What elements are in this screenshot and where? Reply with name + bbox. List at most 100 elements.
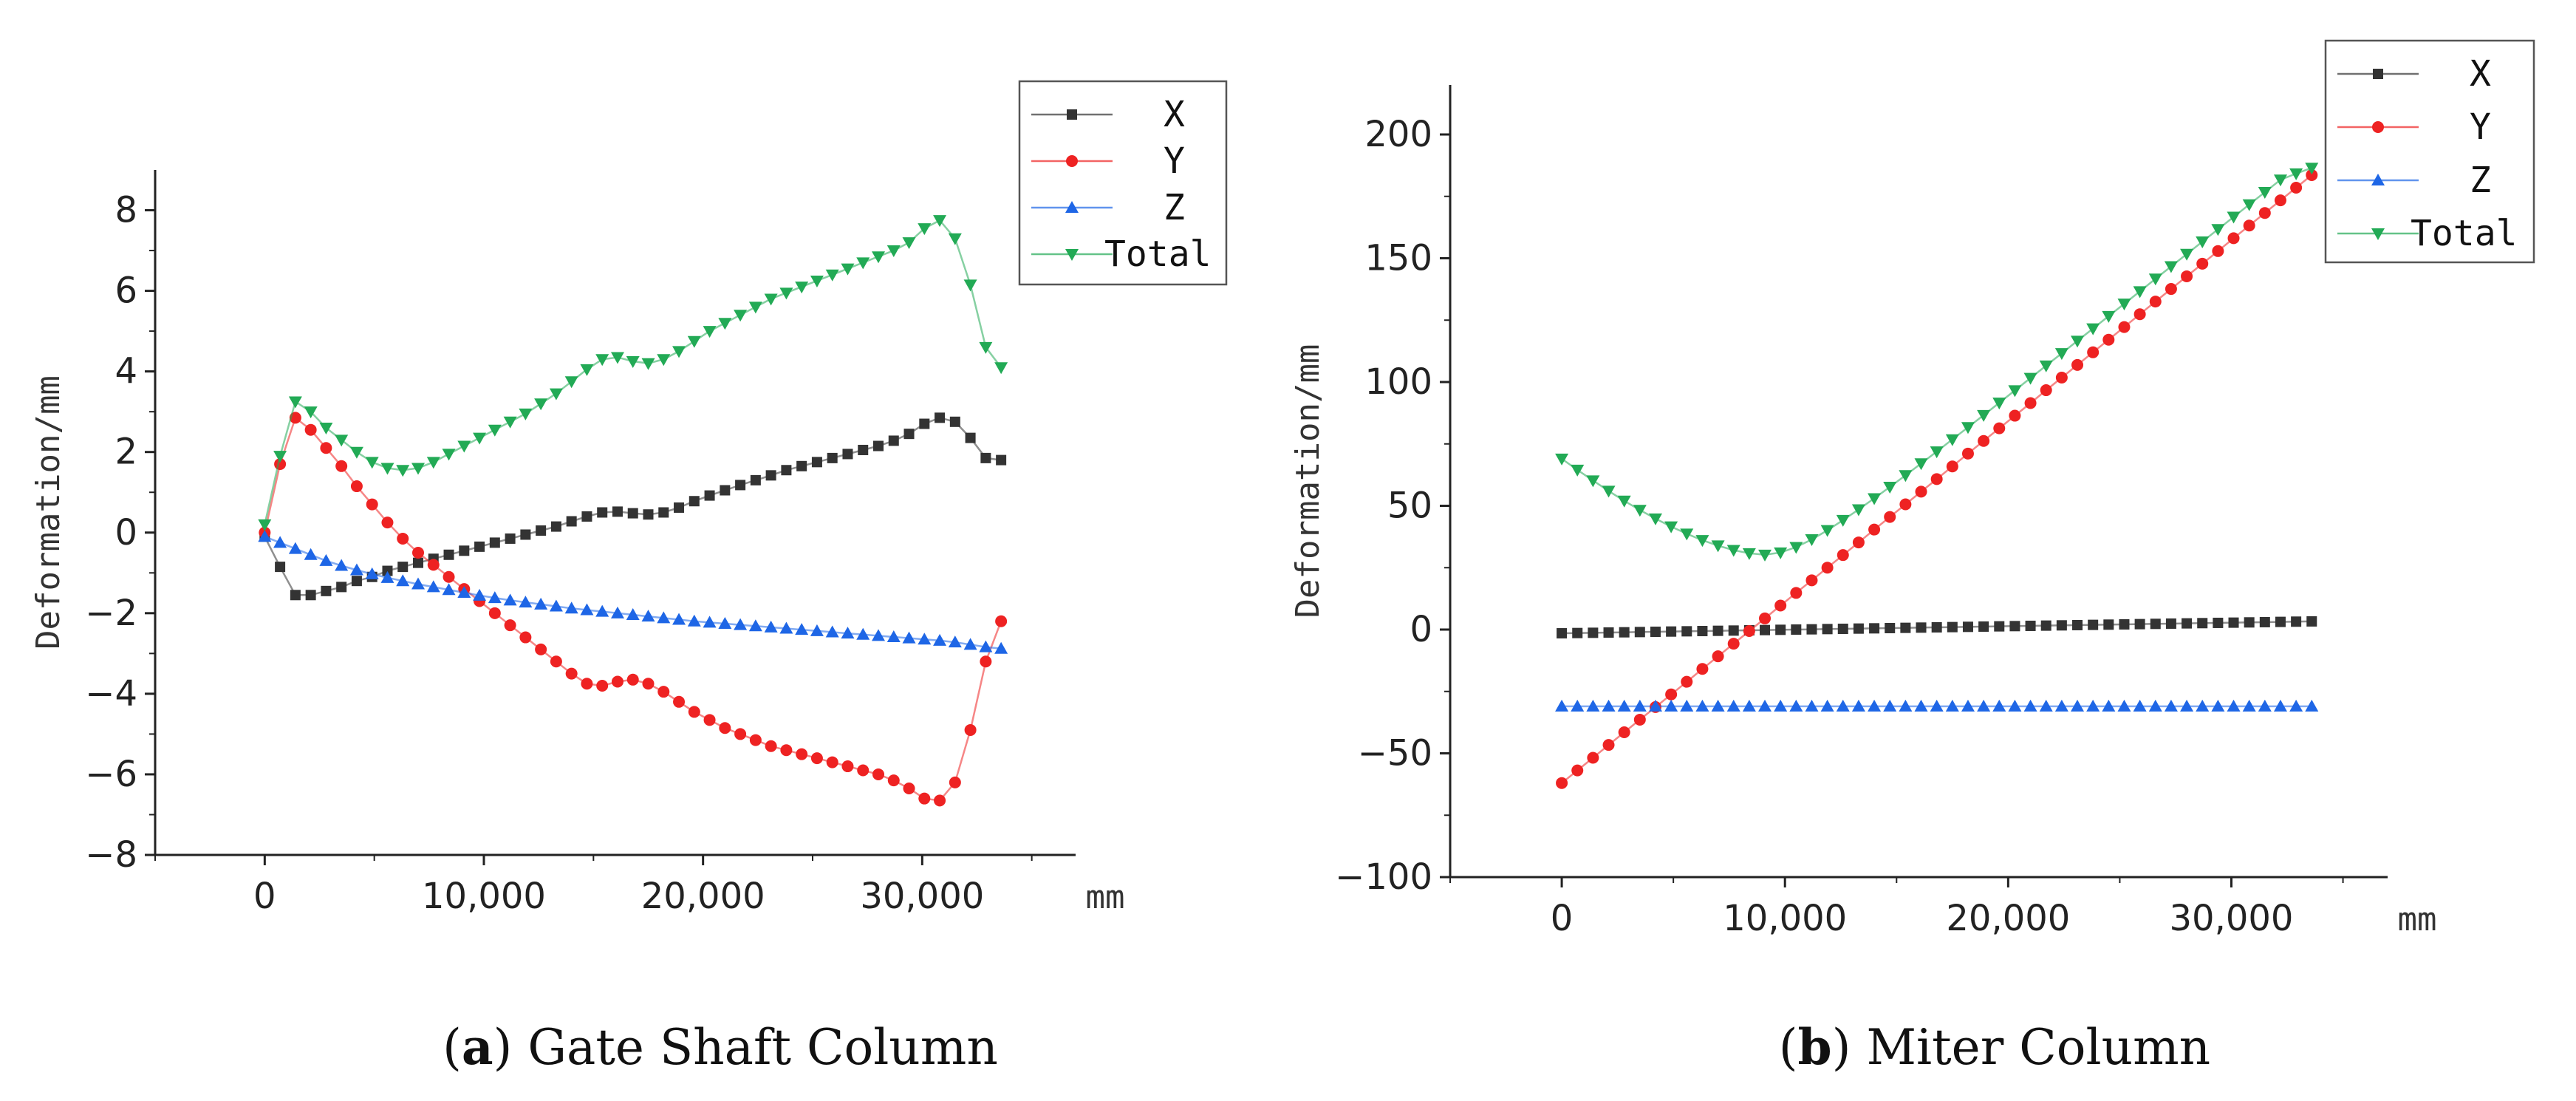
data-point-total: [1758, 549, 1772, 562]
data-point-y: [1899, 498, 1912, 511]
data-point-z: [442, 583, 456, 596]
data-point-total: [979, 341, 993, 354]
data-point-z: [1695, 699, 1709, 712]
data-point-z: [2102, 699, 2116, 712]
legend-marker-y: [2372, 121, 2384, 133]
data-point-z: [979, 640, 993, 652]
data-point-y: [2274, 194, 2286, 207]
data-point-z: [902, 631, 916, 644]
data-point-x: [2134, 618, 2145, 630]
data-point-total: [2305, 163, 2319, 175]
data-point-z: [641, 610, 655, 622]
data-point-x: [2306, 616, 2317, 627]
data-point-total: [595, 354, 609, 367]
data-point-total: [534, 398, 548, 411]
data-point-x: [935, 412, 946, 423]
data-point-y: [995, 615, 1008, 627]
data-point-x: [2165, 618, 2176, 629]
data-point-y: [903, 783, 915, 795]
data-point-y: [980, 655, 992, 668]
data-point-x: [781, 465, 792, 476]
data-point-z: [1571, 699, 1585, 712]
data-point-y: [1712, 650, 1724, 663]
data-point-x: [489, 537, 500, 548]
y-tick-label: 100: [1364, 361, 1432, 403]
data-point-x: [2291, 616, 2302, 627]
y-tick-label: 150: [1364, 238, 1432, 279]
data-point-y: [857, 764, 870, 777]
data-point-total: [2086, 323, 2100, 335]
data-point-total: [764, 293, 778, 306]
data-point-total: [2133, 286, 2147, 299]
data-point-z: [1820, 699, 1834, 712]
data-point-x: [2103, 619, 2114, 630]
legend-label-total: Total: [1104, 234, 1212, 275]
data-point-y: [1805, 574, 1818, 587]
data-point-total: [1648, 513, 1662, 525]
data-point-z: [2148, 699, 2162, 712]
data-point-y: [2290, 182, 2303, 194]
data-point-z: [1586, 699, 1600, 712]
data-point-x: [1775, 624, 1786, 635]
data-point-x: [842, 449, 853, 460]
data-point-z: [2242, 699, 2256, 712]
data-point-y: [1978, 434, 1990, 447]
data-point-y: [581, 678, 593, 690]
data-point-x: [765, 470, 776, 481]
y-tick-label: 6: [115, 270, 137, 312]
data-point-total: [2289, 168, 2303, 180]
data-point-y: [2071, 358, 2084, 371]
data-point-z: [657, 611, 671, 624]
data-point-y: [412, 547, 424, 559]
data-point-y: [1993, 422, 2006, 434]
data-point-z: [2023, 699, 2037, 712]
y-tick-label: 2: [115, 432, 137, 473]
data-point-x: [413, 557, 423, 568]
data-point-x: [1806, 624, 1817, 635]
data-point-total: [488, 424, 502, 437]
data-point-total: [426, 457, 440, 469]
legend-label-x: X: [1164, 94, 1185, 135]
data-point-total: [1961, 422, 1975, 434]
data-point-x: [919, 418, 930, 429]
data-point-y: [1696, 663, 1709, 675]
data-point-y: [810, 752, 823, 765]
y-tick-label: −50: [1358, 733, 1432, 774]
data-point-z: [1711, 699, 1725, 712]
data-point-z: [2258, 699, 2272, 712]
data-point-x: [2025, 620, 2036, 631]
data-point-y: [366, 498, 378, 511]
data-point-total: [1555, 453, 1569, 466]
data-point-total: [1711, 540, 1725, 553]
data-point-z: [748, 619, 762, 632]
data-point-x: [1822, 624, 1833, 635]
data-point-total: [963, 279, 977, 292]
data-point-y: [2243, 219, 2255, 232]
data-point-z: [1758, 699, 1772, 712]
data-point-y: [335, 460, 348, 472]
legend-label-y: Y: [1164, 140, 1185, 182]
legend-marker-y: [1066, 155, 1078, 167]
data-point-x: [290, 590, 301, 601]
data-point-y: [734, 728, 747, 740]
data-point-y: [535, 643, 547, 655]
data-point-x: [1791, 624, 1802, 635]
data-point-z: [503, 593, 517, 606]
legend-marker-total: [2371, 228, 2385, 240]
data-point-total: [948, 233, 962, 245]
data-point-x: [1666, 626, 1677, 637]
data-point-y: [2306, 168, 2318, 181]
data-point-total: [1742, 548, 1756, 560]
data-point-x: [1760, 624, 1771, 635]
data-point-x: [2009, 621, 2020, 632]
legend-marker-x: [1067, 109, 1077, 120]
data-point-y: [519, 631, 532, 644]
y-axis-label: Deformation/mm: [30, 375, 67, 650]
data-point-total: [319, 422, 333, 434]
data-point-y: [1821, 562, 1834, 574]
x-tick-label: 10,000: [422, 876, 546, 917]
data-point-x: [1619, 627, 1630, 638]
data-point-x: [2197, 618, 2208, 629]
x-tick-label: 30,000: [860, 876, 984, 917]
data-point-x: [1916, 622, 1927, 633]
